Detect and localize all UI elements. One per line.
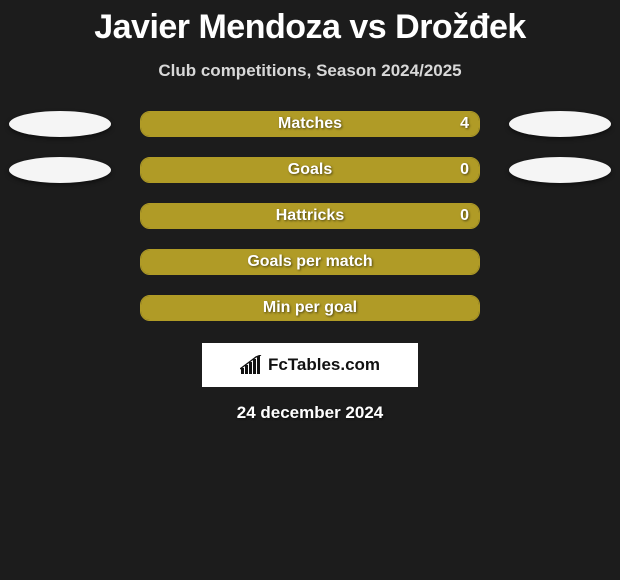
stat-label: Matches	[141, 112, 479, 136]
stats-rows: Matches4Goals0Hattricks0Goals per matchM…	[0, 111, 620, 321]
avatar-left	[9, 111, 111, 137]
stat-bar: Matches4	[140, 111, 480, 137]
stat-row: Min per goal	[0, 295, 620, 321]
avatar-right	[509, 111, 611, 137]
branding-box: FcTables.com	[202, 343, 418, 387]
avatar-left	[9, 157, 111, 183]
stat-bar: Min per goal	[140, 295, 480, 321]
avatar-right	[509, 157, 611, 183]
stat-label: Goals	[141, 158, 479, 182]
date-text: 24 december 2024	[237, 403, 384, 423]
page-subtitle: Club competitions, Season 2024/2025	[158, 61, 461, 81]
stat-row: Matches4	[0, 111, 620, 137]
stat-row: Hattricks0	[0, 203, 620, 229]
page-title: Javier Mendoza vs Drožđek	[94, 8, 526, 47]
stat-value-right: 0	[460, 204, 469, 228]
stat-value-right: 0	[460, 158, 469, 182]
stat-label: Hattricks	[141, 204, 479, 228]
stat-value-right: 4	[460, 112, 469, 136]
bar-chart-icon	[240, 355, 264, 375]
branding-text: FcTables.com	[268, 355, 380, 375]
stat-row: Goals per match	[0, 249, 620, 275]
stat-bar: Hattricks0	[140, 203, 480, 229]
stat-row: Goals0	[0, 157, 620, 183]
stat-bar: Goals0	[140, 157, 480, 183]
stat-label: Min per goal	[141, 296, 479, 320]
stat-label: Goals per match	[141, 250, 479, 274]
stat-bar: Goals per match	[140, 249, 480, 275]
